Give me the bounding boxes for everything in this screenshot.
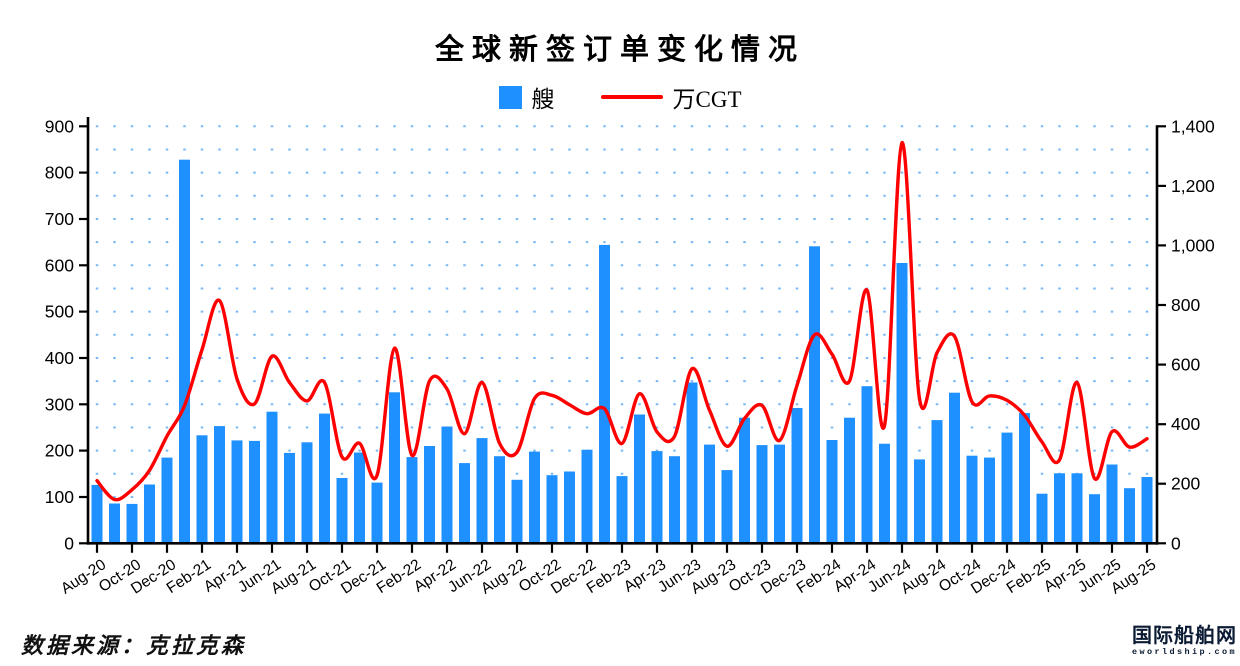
site-logo: 国际船舶网 eworldship.com bbox=[1132, 626, 1237, 657]
bar-Sep-20 bbox=[109, 503, 120, 544]
bar-Sep-24 bbox=[949, 392, 960, 544]
bar-Jun-23 bbox=[686, 382, 698, 544]
left-tick-label: 100 bbox=[45, 487, 74, 507]
legend-bar-swatch-icon bbox=[498, 85, 522, 109]
bar-Nov-20 bbox=[144, 484, 155, 544]
bar-Aug-24 bbox=[931, 420, 943, 544]
bar-Dec-22 bbox=[581, 449, 593, 544]
bar-Oct-21 bbox=[336, 478, 348, 544]
bar-May-21 bbox=[249, 440, 260, 544]
right-tick-label: 1,400 bbox=[1171, 116, 1215, 136]
right-tick-label: 1,200 bbox=[1171, 176, 1215, 196]
bar-Jun-21 bbox=[266, 411, 278, 544]
bar-Jan-22 bbox=[389, 392, 400, 544]
bar-May-22 bbox=[459, 463, 470, 544]
legend-line-swatch-icon bbox=[600, 94, 663, 100]
bar-Mar-25 bbox=[1054, 473, 1065, 544]
bar-Feb-22 bbox=[406, 457, 418, 544]
right-tick-label: 0 bbox=[1171, 533, 1181, 553]
legend-bars-label: 艘 bbox=[531, 87, 555, 112]
bar-Sep-21 bbox=[319, 413, 330, 544]
bar-Mar-24 bbox=[844, 417, 855, 544]
bar-Jul-24 bbox=[914, 459, 925, 544]
bar-Nov-22 bbox=[564, 471, 575, 544]
bar-Nov-21 bbox=[354, 452, 365, 544]
bar-Aug-22 bbox=[511, 479, 523, 544]
bar-Jan-24 bbox=[809, 246, 820, 544]
bar-Aug-21 bbox=[301, 442, 313, 544]
bar-Aug-20 bbox=[91, 484, 103, 544]
bar-Feb-23 bbox=[616, 476, 628, 544]
left-tick-label: 600 bbox=[45, 255, 74, 275]
bar-Dec-23 bbox=[791, 408, 803, 544]
bar-Jan-23 bbox=[599, 244, 610, 544]
legend-line-label: 万CGT bbox=[672, 87, 742, 112]
bar-Dec-20 bbox=[161, 457, 173, 544]
bar-Nov-23 bbox=[774, 444, 785, 544]
page-title: 全球新签订单变化情况 bbox=[434, 34, 805, 66]
bar-Mar-21 bbox=[214, 426, 225, 544]
bar-May-23 bbox=[669, 456, 680, 544]
bar-Feb-21 bbox=[196, 435, 208, 544]
right-tick-label: 200 bbox=[1171, 474, 1200, 494]
left-tick-label: 400 bbox=[45, 348, 74, 368]
left-tick-label: 0 bbox=[64, 533, 74, 553]
bar-Apr-21 bbox=[231, 440, 243, 544]
bar-Jun-24 bbox=[896, 263, 908, 544]
left-tick-label: 200 bbox=[45, 441, 74, 461]
bar-Sep-23 bbox=[739, 417, 750, 544]
right-tick-label: 800 bbox=[1171, 295, 1200, 315]
bar-Oct-22 bbox=[546, 475, 558, 544]
site-logo-domain: eworldship.com bbox=[1131, 647, 1237, 657]
left-tick-label: 500 bbox=[45, 302, 74, 322]
bar-Mar-22 bbox=[424, 446, 435, 544]
bar-Oct-24 bbox=[966, 455, 978, 544]
bar-Jul-23 bbox=[704, 444, 715, 544]
bar-Nov-24 bbox=[984, 457, 995, 544]
bar-Jun-25 bbox=[1106, 464, 1118, 544]
bar-Feb-24 bbox=[826, 440, 838, 544]
left-tick-label: 300 bbox=[45, 394, 74, 414]
source-note: 数据来源：克拉克森 bbox=[21, 633, 247, 658]
bar-Aug-25 bbox=[1141, 477, 1153, 544]
bar-Jun-22 bbox=[476, 438, 488, 544]
bar-Jul-22 bbox=[494, 456, 505, 544]
bar-Apr-24 bbox=[861, 386, 873, 544]
left-tick-label: 800 bbox=[45, 163, 74, 183]
bar-Feb-25 bbox=[1036, 493, 1048, 544]
right-tick-label: 1,000 bbox=[1171, 235, 1215, 255]
bar-Jul-21 bbox=[284, 452, 295, 544]
bar-Oct-20 bbox=[126, 503, 138, 544]
bar-Mar-23 bbox=[634, 414, 645, 544]
left-tick-label: 700 bbox=[45, 209, 74, 229]
site-logo-name: 国际船舶网 bbox=[1132, 625, 1237, 647]
bar-Jul-25 bbox=[1124, 488, 1135, 544]
bar-May-25 bbox=[1089, 494, 1100, 544]
right-tick-label: 600 bbox=[1171, 355, 1200, 375]
bar-Aug-23 bbox=[721, 470, 733, 544]
cgt-line bbox=[95, 140, 1149, 502]
left-tick-label: 900 bbox=[45, 116, 74, 136]
bar-Dec-24 bbox=[1001, 432, 1013, 544]
right-tick-label: 400 bbox=[1171, 414, 1200, 434]
bar-Dec-21 bbox=[371, 482, 383, 544]
bar-Jan-21 bbox=[179, 159, 190, 544]
bar-Apr-25 bbox=[1071, 473, 1083, 544]
bar-Oct-23 bbox=[756, 445, 768, 544]
bar-Apr-22 bbox=[441, 426, 453, 544]
bar-Jan-25 bbox=[1019, 413, 1030, 544]
bar-Sep-22 bbox=[529, 451, 540, 544]
bar-Apr-23 bbox=[651, 451, 663, 544]
bar-May-24 bbox=[879, 443, 890, 544]
chart-legend: 艘 万CGT bbox=[0, 80, 1240, 114]
